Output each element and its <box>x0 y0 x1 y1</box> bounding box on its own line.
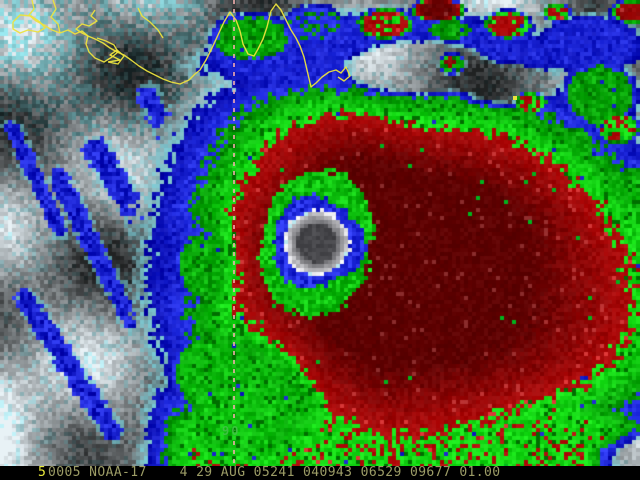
status-bar: 5 0005 NOAA-17 4 29 AUG 05241 040943 065… <box>0 466 640 480</box>
status-text: 0005 NOAA-17 4 29 AUG 05241 040943 06529… <box>48 465 501 480</box>
frame-number: 5 <box>38 465 47 480</box>
longitude-label: 90 <box>222 424 241 438</box>
satellite-image <box>0 0 640 466</box>
